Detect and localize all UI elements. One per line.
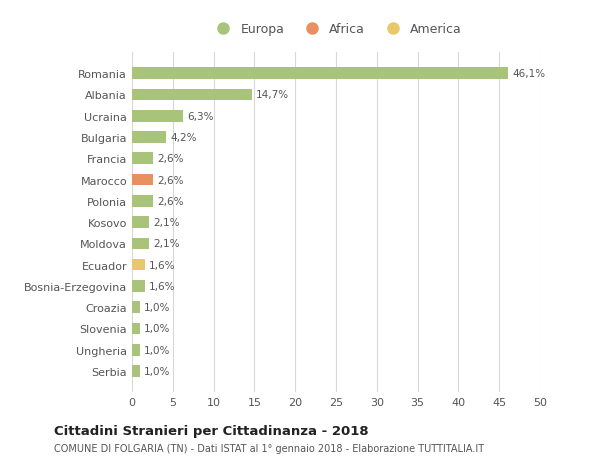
- Bar: [132, 153, 153, 165]
- Bar: [132, 111, 184, 123]
- Bar: [132, 238, 149, 250]
- Text: 2,6%: 2,6%: [157, 175, 184, 185]
- Bar: [132, 217, 149, 229]
- Text: 2,6%: 2,6%: [157, 154, 184, 164]
- Bar: [132, 344, 140, 356]
- Text: 6,3%: 6,3%: [187, 112, 214, 122]
- Text: 2,1%: 2,1%: [153, 218, 180, 228]
- Text: 1,6%: 1,6%: [149, 260, 176, 270]
- Text: 1,0%: 1,0%: [144, 366, 170, 376]
- Text: 46,1%: 46,1%: [512, 69, 545, 79]
- Bar: [132, 280, 145, 292]
- Text: 2,1%: 2,1%: [153, 239, 180, 249]
- Bar: [132, 68, 508, 80]
- Text: COMUNE DI FOLGARIA (TN) - Dati ISTAT al 1° gennaio 2018 - Elaborazione TUTTITALI: COMUNE DI FOLGARIA (TN) - Dati ISTAT al …: [54, 443, 484, 453]
- Bar: [132, 259, 145, 271]
- Text: 1,6%: 1,6%: [149, 281, 176, 291]
- Bar: [132, 323, 140, 335]
- Bar: [132, 365, 140, 377]
- Text: 2,6%: 2,6%: [157, 196, 184, 207]
- Bar: [132, 174, 153, 186]
- Bar: [132, 90, 252, 101]
- Bar: [132, 132, 166, 144]
- Bar: [132, 302, 140, 313]
- Text: 4,2%: 4,2%: [170, 133, 197, 143]
- Text: 1,0%: 1,0%: [144, 302, 170, 313]
- Text: 1,0%: 1,0%: [144, 345, 170, 355]
- Text: 1,0%: 1,0%: [144, 324, 170, 334]
- Text: 14,7%: 14,7%: [256, 90, 289, 100]
- Text: Cittadini Stranieri per Cittadinanza - 2018: Cittadini Stranieri per Cittadinanza - 2…: [54, 424, 368, 437]
- Bar: [132, 196, 153, 207]
- Legend: Europa, Africa, America: Europa, Africa, America: [205, 18, 467, 41]
